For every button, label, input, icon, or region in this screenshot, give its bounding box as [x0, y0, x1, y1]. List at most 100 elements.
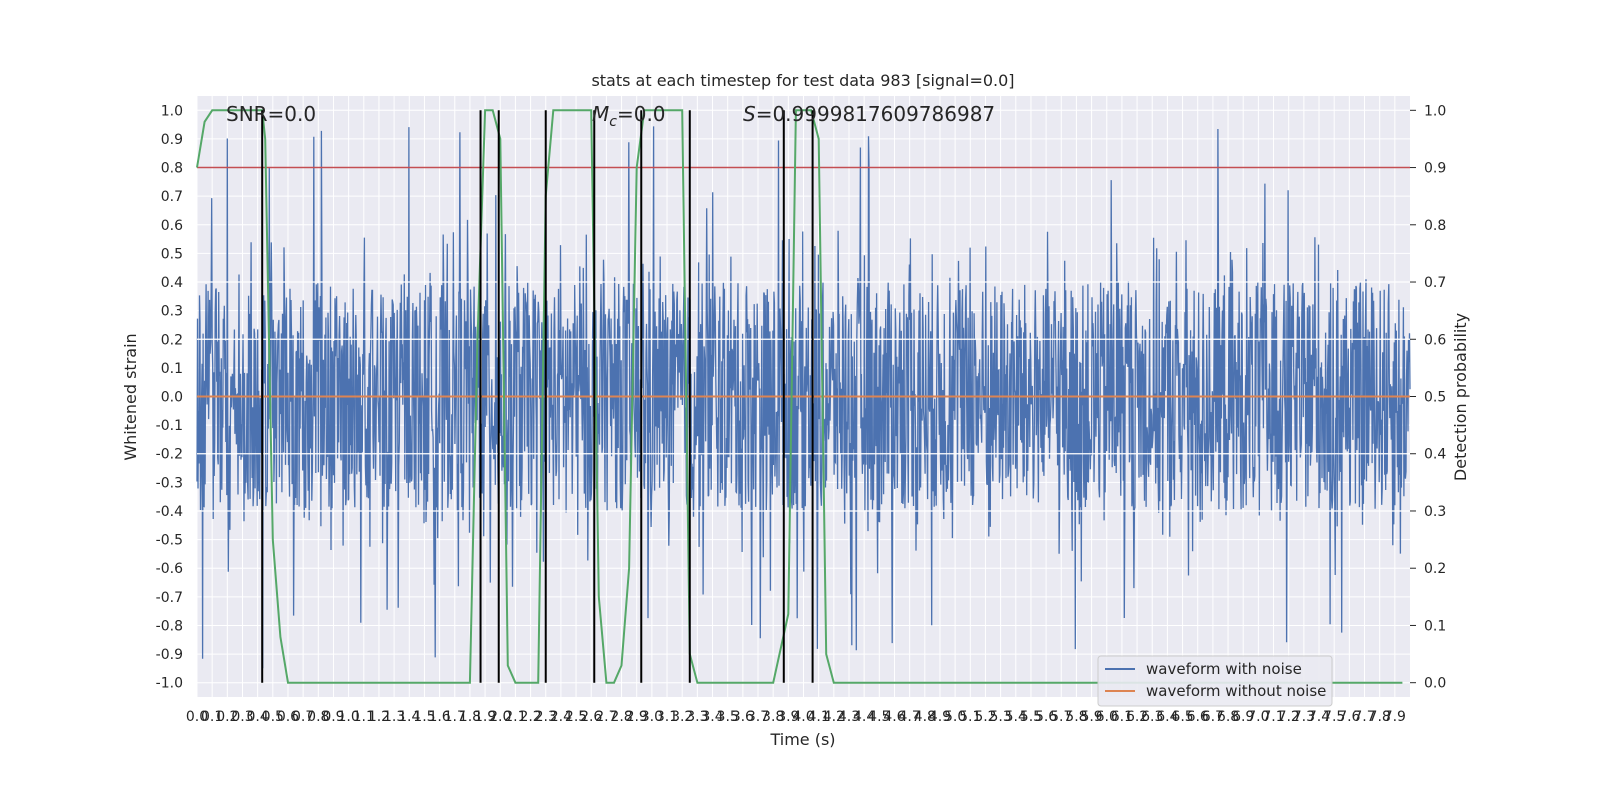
x-tick-label: 5.9: [1080, 709, 1102, 725]
x-tick-label: 3.1: [656, 709, 678, 725]
y-left-tick-label: -0.2: [156, 447, 183, 463]
y-left-tick-label: -0.6: [156, 561, 183, 577]
noise-waveform-line: [196, 126, 1411, 669]
x-tick-label: 3.7: [747, 709, 769, 725]
x-tick-label: 1.6: [428, 709, 450, 725]
x-tick-label: 4.1: [808, 709, 830, 725]
x-tick-label: 5.6: [1035, 709, 1057, 725]
y-left-tick-label: 1.0: [161, 103, 183, 119]
x-tick-label: 3.0: [641, 709, 663, 725]
y-left-tick-label: 0.6: [161, 218, 183, 234]
y-right-tick-label: 0.6: [1424, 332, 1446, 348]
mc-symbol: M: [592, 102, 609, 126]
y-left-tick-label: 0.4: [161, 275, 183, 291]
x-axis-ticks: 0.00.10.20.30.40.50.60.70.80.91.01.11.21…: [186, 709, 1406, 725]
y-right-tick-label: 0.5: [1424, 390, 1446, 406]
x-tick-label: 1.5: [413, 709, 435, 725]
x-tick-label: 7.6: [1338, 709, 1360, 725]
x-tick-label: 5.8: [1065, 709, 1087, 725]
x-tick-label: 1.8: [459, 709, 481, 725]
y-left-tick-label: -0.8: [156, 618, 183, 634]
detection-probability-line: [196, 109, 1403, 684]
series-detection-probability: [196, 109, 1403, 684]
x-tick-label: 2.5: [565, 709, 587, 725]
legend: waveform with noise waveform without noi…: [1097, 655, 1333, 707]
mc-subscript: c: [609, 114, 617, 130]
y-left-tick-label: -0.9: [156, 647, 183, 663]
x-tick-label: 6.2: [1126, 709, 1148, 725]
x-tick-label: 4.2: [823, 709, 845, 725]
x-tick-label: 6.8: [1217, 709, 1239, 725]
x-tick-label: 2.8: [610, 709, 632, 725]
y-axis-left-ticks: -1.0 -0.9 -0.8 -0.7 -0.6 -0.5 -0.4 -0.3 -0.2 -0.1…: [156, 103, 183, 691]
plot-area: [196, 96, 1411, 697]
y-right-tick-label: 0.9: [1424, 161, 1446, 177]
x-tick-label: 2.1: [504, 709, 526, 725]
x-tick-label: 7.2: [1278, 709, 1300, 725]
y-left-tick-label: -0.1: [156, 418, 183, 434]
x-tick-label: 5.3: [989, 709, 1011, 725]
x-tick-label: 4.6: [883, 709, 905, 725]
y-axis-left-label: Whitened strain: [121, 333, 140, 460]
x-tick-label: 4.3: [838, 709, 860, 725]
s-symbol: S: [743, 102, 756, 126]
x-tick-label: 3.2: [671, 709, 693, 725]
series-waveform-with-noise: [196, 126, 1411, 669]
x-tick-label: 6.9: [1232, 709, 1254, 725]
x-tick-label: 6.1: [1111, 709, 1133, 725]
x-tick-label: 6.5: [1171, 709, 1193, 725]
y-left-tick-label: 0.2: [161, 332, 183, 348]
x-tick-label: 5.2: [974, 709, 996, 725]
y-left-tick-label: 0.7: [161, 189, 183, 205]
x-tick-label: 1.0: [337, 709, 359, 725]
s-value: =0.9999817609786987: [756, 102, 995, 126]
x-tick-label: 3.4: [701, 709, 723, 725]
x-tick-label: 2.0: [489, 709, 511, 725]
x-tick-label: 5.5: [1020, 709, 1042, 725]
y-left-tick-label: -0.5: [156, 533, 183, 549]
y-right-tick-label: 0.0: [1424, 676, 1446, 692]
x-tick-label: 1.1: [353, 709, 375, 725]
x-tick-label: 6.3: [1141, 709, 1163, 725]
x-tick-label: 5.1: [959, 709, 981, 725]
x-tick-label: 2.4: [550, 709, 572, 725]
x-tick-label: 6.0: [1096, 709, 1118, 725]
x-tick-label: 1.2: [368, 709, 390, 725]
y-left-tick-label: 0.9: [161, 132, 183, 148]
x-tick-label: 4.8: [914, 709, 936, 725]
x-tick-label: 2.9: [626, 709, 648, 725]
y-left-tick-label: 0.8: [161, 161, 183, 177]
y-right-tick-label: 0.2: [1424, 561, 1446, 577]
y-axis-right-label: Detection probability: [1451, 313, 1470, 481]
x-tick-label: 0.0: [186, 709, 208, 725]
y-right-tick-label: 0.4: [1424, 447, 1446, 463]
snr-annotation: SNR=0.0: [226, 102, 316, 126]
x-tick-label: 3.9: [777, 709, 799, 725]
x-tick-label: 0.5: [262, 709, 284, 725]
x-tick-label: 1.3: [383, 709, 405, 725]
x-tick-label: 0.9: [322, 709, 344, 725]
legend-label-clean: waveform without noise: [1146, 682, 1326, 700]
y-left-tick-label: -0.7: [156, 590, 183, 606]
legend-label-noise: waveform with noise: [1146, 660, 1302, 678]
x-tick-label: 4.5: [868, 709, 890, 725]
score-annotation: S=0.9999817609786987: [743, 102, 995, 126]
x-tick-label: 2.7: [595, 709, 617, 725]
x-tick-label: 3.5: [717, 709, 739, 725]
y-left-tick-label: -0.3: [156, 475, 183, 491]
x-tick-label: 7.4: [1308, 709, 1330, 725]
x-tick-label: 0.8: [307, 709, 329, 725]
x-tick-label: 7.8: [1369, 709, 1391, 725]
x-tick-label: 1.4: [398, 709, 420, 725]
y-left-tick-label: -1.0: [156, 676, 183, 692]
x-tick-label: 7.1: [1262, 709, 1284, 725]
x-tick-label: 2.2: [519, 709, 541, 725]
chirp-mass-annotation: Mc=0.0: [592, 102, 666, 130]
x-tick-label: 3.3: [686, 709, 708, 725]
x-tick-label: 7.5: [1323, 709, 1345, 725]
x-tick-label: 4.0: [792, 709, 814, 725]
x-tick-label: 0.1: [201, 709, 223, 725]
x-tick-label: 7.3: [1293, 709, 1315, 725]
x-tick-label: 6.4: [1156, 709, 1178, 725]
